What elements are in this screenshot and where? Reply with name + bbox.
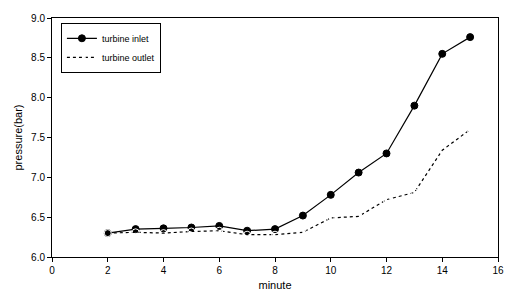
- svg-text:14: 14: [437, 265, 449, 276]
- svg-text:6.5: 6.5: [31, 212, 45, 223]
- svg-text:minute: minute: [258, 279, 291, 291]
- svg-text:10: 10: [325, 265, 337, 276]
- svg-text:2: 2: [105, 265, 111, 276]
- svg-text:8.0: 8.0: [31, 92, 45, 103]
- svg-text:8: 8: [272, 265, 278, 276]
- svg-text:7.0: 7.0: [31, 172, 45, 183]
- svg-text:pressure(bar): pressure(bar): [12, 104, 24, 170]
- svg-text:6: 6: [216, 265, 222, 276]
- svg-text:6.0: 6.0: [31, 252, 45, 263]
- svg-text:9.0: 9.0: [31, 13, 45, 24]
- svg-text:turbine inlet: turbine inlet: [102, 34, 149, 44]
- svg-text:4: 4: [161, 265, 167, 276]
- svg-text:12: 12: [381, 265, 393, 276]
- svg-text:7.5: 7.5: [31, 132, 45, 143]
- svg-text:8.5: 8.5: [31, 52, 45, 63]
- svg-text:0: 0: [49, 265, 55, 276]
- svg-text:16: 16: [492, 265, 504, 276]
- svg-text:turbine outlet: turbine outlet: [102, 53, 155, 63]
